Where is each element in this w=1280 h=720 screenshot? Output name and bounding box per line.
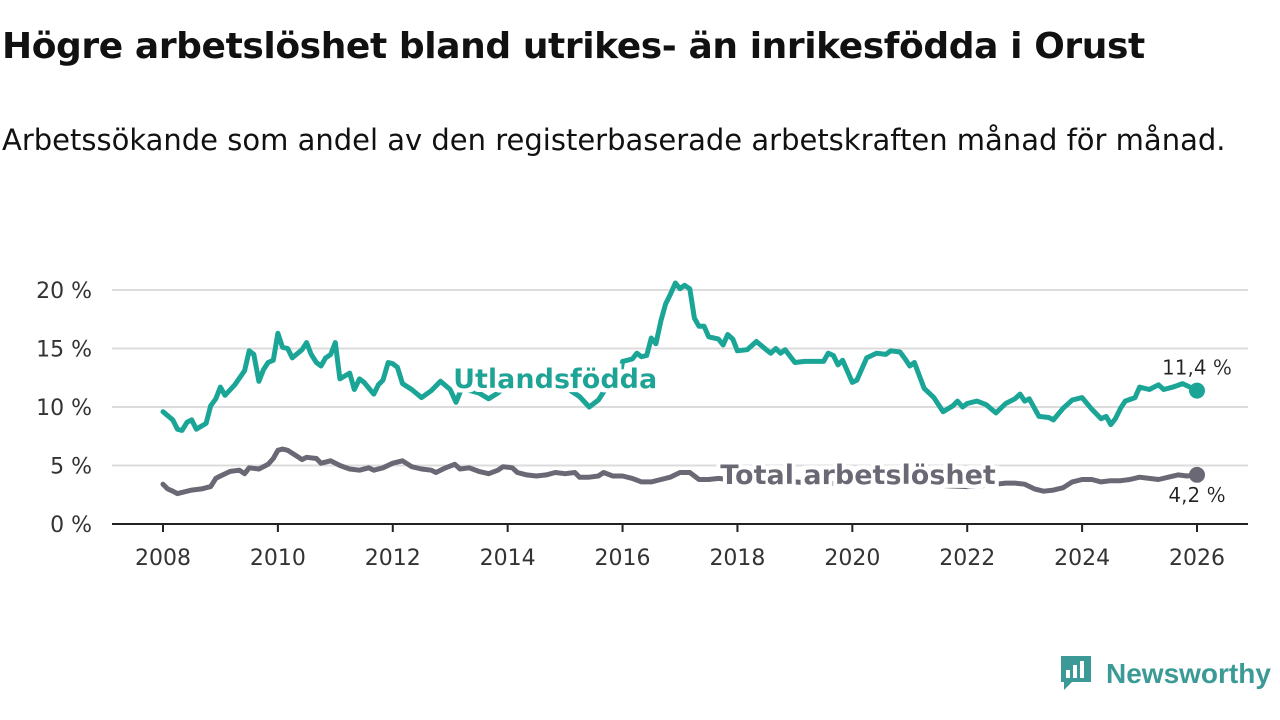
- y-tick-label: 10 %: [36, 396, 92, 421]
- x-tick-label: 2020: [824, 546, 880, 571]
- x-tick-label: 2014: [480, 546, 536, 571]
- brand-name: Newsworthy: [1106, 658, 1271, 689]
- newsworthy-logo-icon: [1061, 656, 1091, 690]
- y-tick-label: 5 %: [50, 455, 92, 480]
- y-tick-label: 0 %: [50, 513, 92, 538]
- series-end-dot: [1189, 466, 1205, 483]
- series-line: [160, 280, 1200, 433]
- series-end-label: 11,4 %: [1162, 356, 1232, 380]
- y-tick-label: 20 %: [36, 279, 92, 304]
- x-tick-label: 2010: [250, 546, 306, 571]
- x-tick-label: 2012: [365, 546, 421, 571]
- chart-subtitle: Arbetssökande som andel av den registerb…: [2, 123, 1226, 157]
- series-annotation: Utlandsfödda: [453, 364, 657, 395]
- chart-title: Högre arbetslöshet bland utrikes- än inr…: [2, 26, 1145, 67]
- x-tick-label: 2018: [709, 546, 765, 571]
- series-line: [160, 446, 1200, 497]
- series-annotation: Total arbetslöshet: [720, 460, 996, 491]
- x-tick-label: 2024: [1054, 546, 1110, 571]
- x-tick-label: 2022: [939, 546, 995, 571]
- x-tick-label: 2026: [1169, 546, 1225, 571]
- series-end-dot: [1189, 382, 1205, 399]
- brand-logo: Newsworthy: [1058, 652, 1271, 696]
- x-tick-label: 2008: [135, 546, 191, 571]
- series-end-label: 4,2 %: [1168, 483, 1225, 507]
- y-tick-label: 15 %: [36, 338, 92, 363]
- x-tick-label: 2016: [595, 546, 651, 571]
